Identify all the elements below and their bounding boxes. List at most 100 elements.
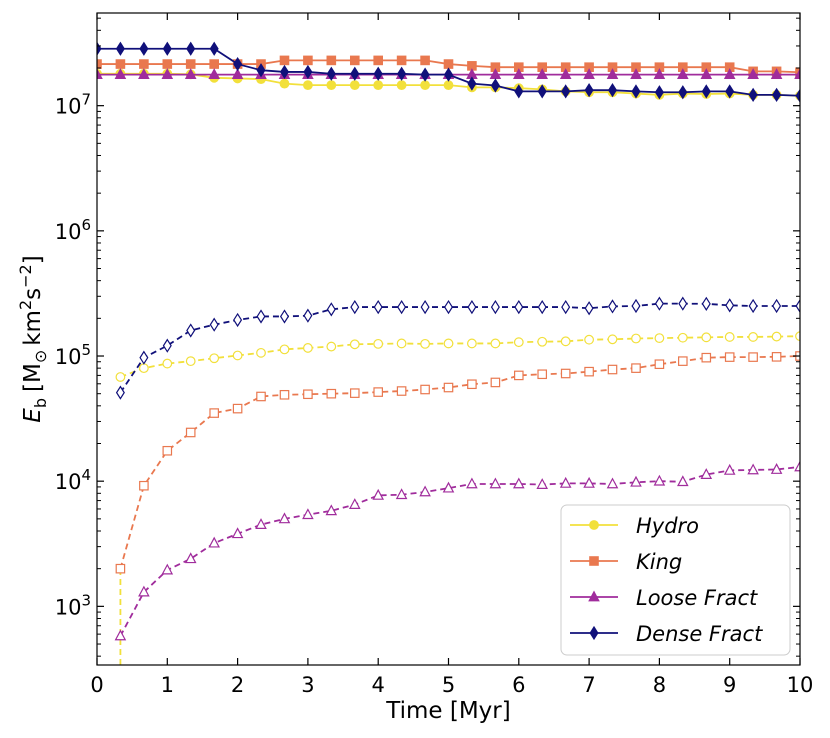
data-point-3-23 <box>631 84 641 99</box>
data-point-6-17 <box>513 477 525 489</box>
data-point-3-7 <box>256 63 266 78</box>
data-point-3-30 <box>795 88 800 103</box>
data-point-7-19 <box>561 299 571 315</box>
data-point-5-6 <box>256 391 266 402</box>
data-point-4-7 <box>279 344 290 355</box>
data-point-7-7 <box>279 309 290 324</box>
data-point-2-6 <box>231 68 244 80</box>
data-point-3-9 <box>303 64 313 80</box>
data-point-4-20 <box>584 334 594 345</box>
y-tick-label: 104 <box>55 466 91 494</box>
data-point-0-14 <box>420 80 430 90</box>
data-point-7-21 <box>607 299 618 314</box>
data-point-6-21 <box>606 477 619 489</box>
data-point-7-6 <box>256 309 266 324</box>
data-point-2-20 <box>559 68 572 80</box>
data-point-3-16 <box>467 76 477 91</box>
data-point-4-22 <box>631 333 641 344</box>
legend-label: Dense Fract <box>636 622 763 646</box>
data-point-4-4 <box>209 353 220 364</box>
y-tick-label: 105 <box>55 341 91 369</box>
data-point-5-9 <box>326 388 337 399</box>
y-tick-label: 106 <box>55 216 91 244</box>
data-point-6-25 <box>700 468 713 479</box>
data-point-2-27 <box>723 68 736 80</box>
data-point-0-11 <box>349 80 360 90</box>
data-point-6-20 <box>583 476 595 488</box>
data-point-7-26 <box>725 298 735 313</box>
x-tick-label: 9 <box>723 673 736 697</box>
data-point-1-8 <box>279 55 290 66</box>
series-line-7 <box>119 302 800 394</box>
data-point-7-24 <box>678 296 688 311</box>
data-point-7-4 <box>209 317 219 332</box>
data-point-7-15 <box>467 299 477 315</box>
legend-label: Hydro <box>636 514 699 538</box>
legend-item-2: Loose Fract <box>570 586 758 610</box>
data-point-1-1 <box>115 59 126 69</box>
data-point-3-29 <box>772 87 782 102</box>
data-point-3-18 <box>514 84 524 99</box>
data-point-2-2 <box>138 68 150 80</box>
data-point-5-7 <box>279 389 290 400</box>
data-point-4-10 <box>349 339 360 350</box>
data-point-4-29 <box>795 331 800 342</box>
data-point-2-28 <box>747 68 759 80</box>
data-point-4-18 <box>537 336 548 347</box>
data-point-6-26 <box>723 463 736 475</box>
data-point-7-9 <box>326 302 336 317</box>
data-point-0-15 <box>443 80 454 90</box>
y-tick-label: 107 <box>55 91 91 119</box>
data-point-3-15 <box>443 67 454 82</box>
data-point-4-25 <box>701 332 712 343</box>
legend-item-0: Hydro <box>570 514 699 538</box>
data-point-7-12 <box>397 299 407 315</box>
legend-label: Loose Fract <box>636 586 758 610</box>
data-point-6-8 <box>302 508 314 520</box>
data-point-3-25 <box>678 85 688 100</box>
x-tick-label: 0 <box>90 673 103 697</box>
x-tick-label: 1 <box>161 673 174 697</box>
data-point-3-17 <box>490 78 500 93</box>
data-point-6-0 <box>114 629 127 641</box>
data-point-5-8 <box>303 389 313 400</box>
data-point-1-10 <box>326 55 337 66</box>
series-4 <box>115 331 800 382</box>
data-point-6-3 <box>184 552 197 564</box>
data-point-3-20 <box>561 84 571 99</box>
data-point-2-19 <box>536 68 549 80</box>
data-point-3-19 <box>537 84 547 99</box>
data-point-7-25 <box>701 296 711 311</box>
data-point-3-13 <box>397 66 407 81</box>
data-point-5-22 <box>631 363 641 373</box>
data-point-4-12 <box>396 338 407 349</box>
tick-layer: 0 1 2 3 4 5 6 7 8 9 10 103 104 105 106 107 <box>55 13 814 697</box>
data-point-3-2 <box>139 41 149 56</box>
data-point-5-28 <box>771 352 782 362</box>
data-point-1-2 <box>139 59 149 69</box>
legend: Hydro King Loose Fract Dense Fract <box>560 504 791 656</box>
legend-marker <box>589 556 599 566</box>
data-point-2-5 <box>208 68 220 80</box>
data-point-7-5 <box>233 312 243 328</box>
data-point-5-17 <box>513 370 524 381</box>
data-point-1-3 <box>162 59 173 69</box>
x-tick-label: 10 <box>787 673 814 697</box>
data-point-4-28 <box>771 331 782 342</box>
series-7 <box>115 296 800 400</box>
data-point-2-1 <box>114 68 127 80</box>
data-point-5-16 <box>490 377 501 388</box>
data-point-1-14 <box>420 55 430 66</box>
data-point-5-18 <box>537 369 548 380</box>
data-point-2-18 <box>513 68 525 80</box>
data-point-0-8 <box>279 78 290 89</box>
data-point-5-12 <box>396 386 407 396</box>
data-point-7-14 <box>443 299 454 315</box>
data-point-4-13 <box>420 338 430 349</box>
data-point-7-23 <box>654 296 664 311</box>
data-point-6-14 <box>442 481 455 493</box>
data-point-6-27 <box>747 463 759 475</box>
data-point-3-28 <box>748 87 758 102</box>
data-point-7-29 <box>795 298 800 314</box>
